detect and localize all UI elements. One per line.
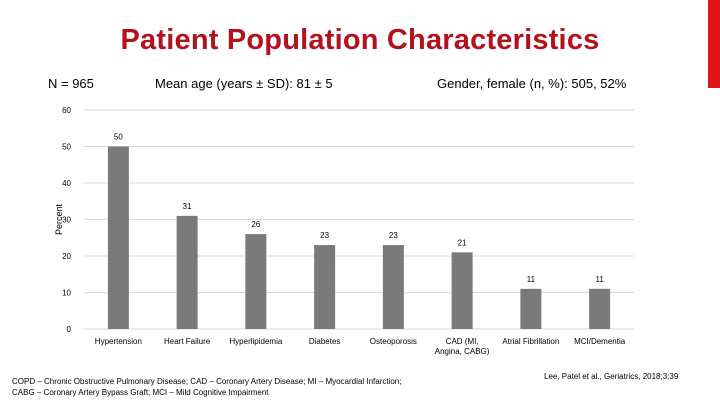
y-axis-label: Percent [54,203,64,235]
gridlines [84,109,634,330]
data-label: 11 [595,275,604,284]
y-tick-label: 0 [67,325,72,334]
data-label: 23 [389,231,398,240]
bar [176,215,198,329]
y-tick-label: 60 [62,106,71,115]
data-label: 23 [320,231,329,240]
bar [107,146,129,329]
data-label: 21 [458,238,467,247]
bar [520,288,542,329]
x-tick-label: Atrial Fibrillation [502,337,559,346]
y-tick-label: 20 [62,252,71,261]
accent-bar [708,0,720,88]
footnote-line-1: COPD – Chronic Obstructive Pulmonary Dis… [12,377,402,386]
y-tick-label: 40 [62,179,71,188]
x-tick-label: Heart Failure [164,337,211,346]
x-tick-label: Diabetes [309,337,341,346]
footnote: COPD – Chronic Obstructive Pulmonary Dis… [12,376,401,398]
slide-title: Patient Population Characteristics [120,24,600,56]
y-tick-label: 50 [62,143,71,152]
footnote-line-2: CABG – Coronary Artery Bypass Graft; MCI… [12,388,269,397]
sample-size: N = 965 [48,76,94,91]
x-tick-label: Hyperlipidemia [229,337,282,346]
x-tick-label: Hypertension [95,337,142,346]
bar [245,234,267,329]
citation: Lee, Patel et al., Geriatrics, 2018;3:39 [544,372,679,381]
bar [589,288,611,329]
bar [314,245,336,329]
mean-age: Mean age (years ± SD): 81 ± 5 [155,76,333,91]
x-tick-label: Osteoporosis [370,337,417,346]
bar [382,245,404,329]
x-tick-label: MCI/Dementia [574,337,626,346]
data-label: 11 [527,275,536,284]
labels: 0 10 20 30 40 50 60 Percent 50 Hypertension 31 Hear… [54,106,626,356]
bar [451,252,473,329]
data-label: 26 [251,220,260,229]
bars [107,146,611,329]
y-tick-label: 30 [62,216,71,225]
data-label: 31 [183,202,192,211]
gender-stat: Gender, female (n, %): 505, 52% [437,76,627,91]
y-tick-label: 10 [62,289,71,298]
data-label: 50 [114,133,123,142]
x-tick-label: CAD (MI, [446,337,479,346]
x-tick-label: Angina, CABG) [435,347,490,356]
